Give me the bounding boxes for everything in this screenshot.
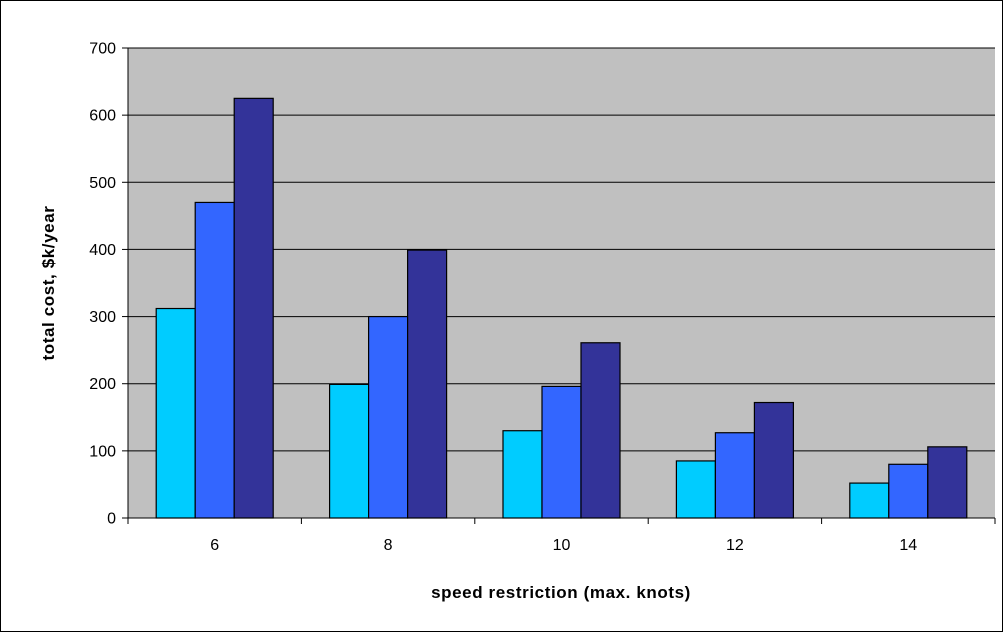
bar-series-3-cat-10 [580,342,621,519]
y-tick-label: 100 [89,443,116,460]
y-tick-label: 200 [89,376,116,393]
bar-series-3-cat-8 [407,249,448,519]
x-tick-label: 8 [384,537,393,554]
bar-series-2-cat-8 [368,315,409,519]
bar-series-2-cat-14 [888,463,929,519]
y-tick-label: 500 [89,175,116,192]
axes [122,47,996,524]
y-tick-label: 600 [89,108,116,125]
y-tick-label: 400 [89,242,116,259]
x-tick-label: 14 [899,537,917,554]
y-tick-label: 700 [89,41,116,58]
x-tick-label: 6 [210,537,219,554]
y-tick-label: 300 [89,309,116,326]
bar-series-2-cat-6 [194,201,235,519]
bar-series-3-cat-6 [233,97,274,519]
bar-series-3-cat-14 [927,446,968,519]
bar-series-1-cat-6 [155,307,196,519]
bar-series-3-cat-12 [753,401,795,519]
bar-series-2-cat-12 [714,432,756,519]
bar-series-2-cat-10 [541,385,582,519]
x-axis-title: speed restriction (max. knots) [431,583,691,602]
bar-series-1-cat-12 [675,460,717,519]
bar-series-1-cat-10 [502,430,543,519]
x-tick-label: 10 [553,537,571,554]
tick-labels: 0 100 200 300 400 500 600 700 6 8 10 12 14 [89,41,917,555]
y-axis-title: total cost, $k/year [39,205,58,360]
y-tick-label: 0 [107,511,116,528]
x-tick-label: 12 [726,537,744,554]
bar-series-1-cat-14 [849,482,890,519]
bar-series-1-cat-8 [329,383,370,519]
